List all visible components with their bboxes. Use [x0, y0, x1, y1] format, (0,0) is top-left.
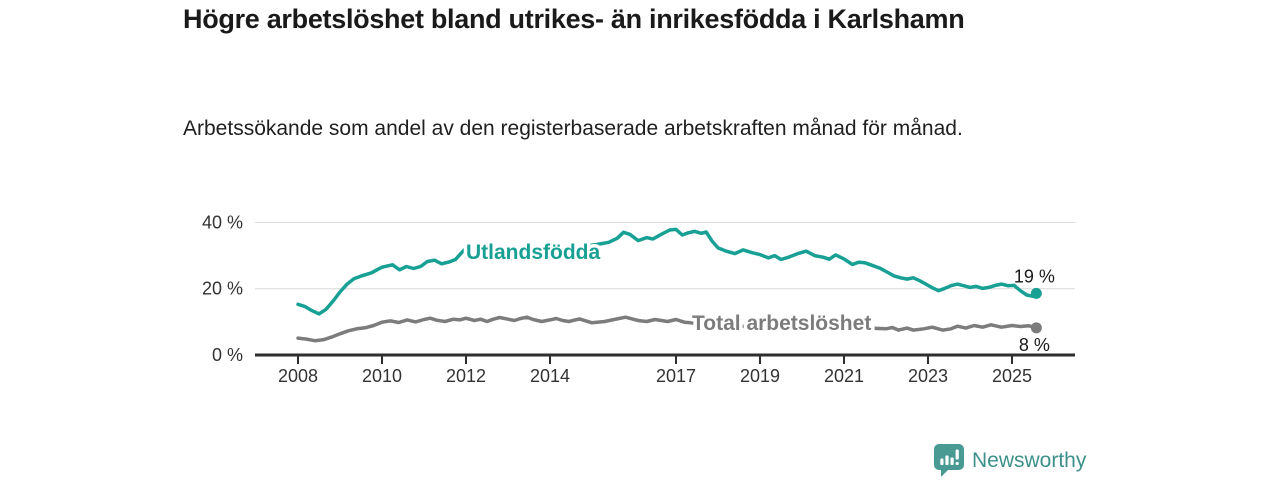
- chart-title: Högre arbetslöshet bland utrikes- än inr…: [183, 4, 965, 34]
- series-end-dot: [1030, 322, 1042, 334]
- x-axis-tick-label: 2008: [278, 366, 318, 386]
- x-axis-tick-label: 2017: [656, 366, 696, 386]
- x-axis-tick-label: 2010: [362, 366, 402, 386]
- bar-chart-speech-bubble-icon: [934, 444, 964, 477]
- newsworthy-logo: Newsworthy: [934, 444, 1086, 477]
- x-axis-tick-label: 2025: [992, 366, 1032, 386]
- x-axis-tick-label: 2021: [824, 366, 864, 386]
- logo-wordmark: Newsworthy: [972, 448, 1087, 472]
- y-axis-tick-label: 0 %: [212, 345, 243, 365]
- x-axis-tick-label: 2023: [908, 366, 948, 386]
- series-end-value-label: 19 %: [1014, 266, 1055, 286]
- y-axis-tick-label: 20 %: [202, 279, 243, 299]
- series-end-value-label: 8 %: [1019, 335, 1050, 355]
- x-axis-tick-label: 2014: [530, 366, 570, 386]
- x-axis-tick-label: 2012: [446, 366, 486, 386]
- series-line-utlandsfodda: [296, 227, 1039, 316]
- series-line-total: [296, 315, 1039, 343]
- chart-subtitle: Arbetssökande som andel av den registerb…: [183, 117, 963, 140]
- series-label: Total arbetslöshet: [692, 312, 871, 335]
- y-axis-tick-label: 40 %: [202, 212, 243, 232]
- series-end-dot: [1030, 287, 1042, 299]
- series-label: Utlandsfödda: [466, 241, 600, 264]
- x-axis-tick-label: 2019: [740, 366, 780, 386]
